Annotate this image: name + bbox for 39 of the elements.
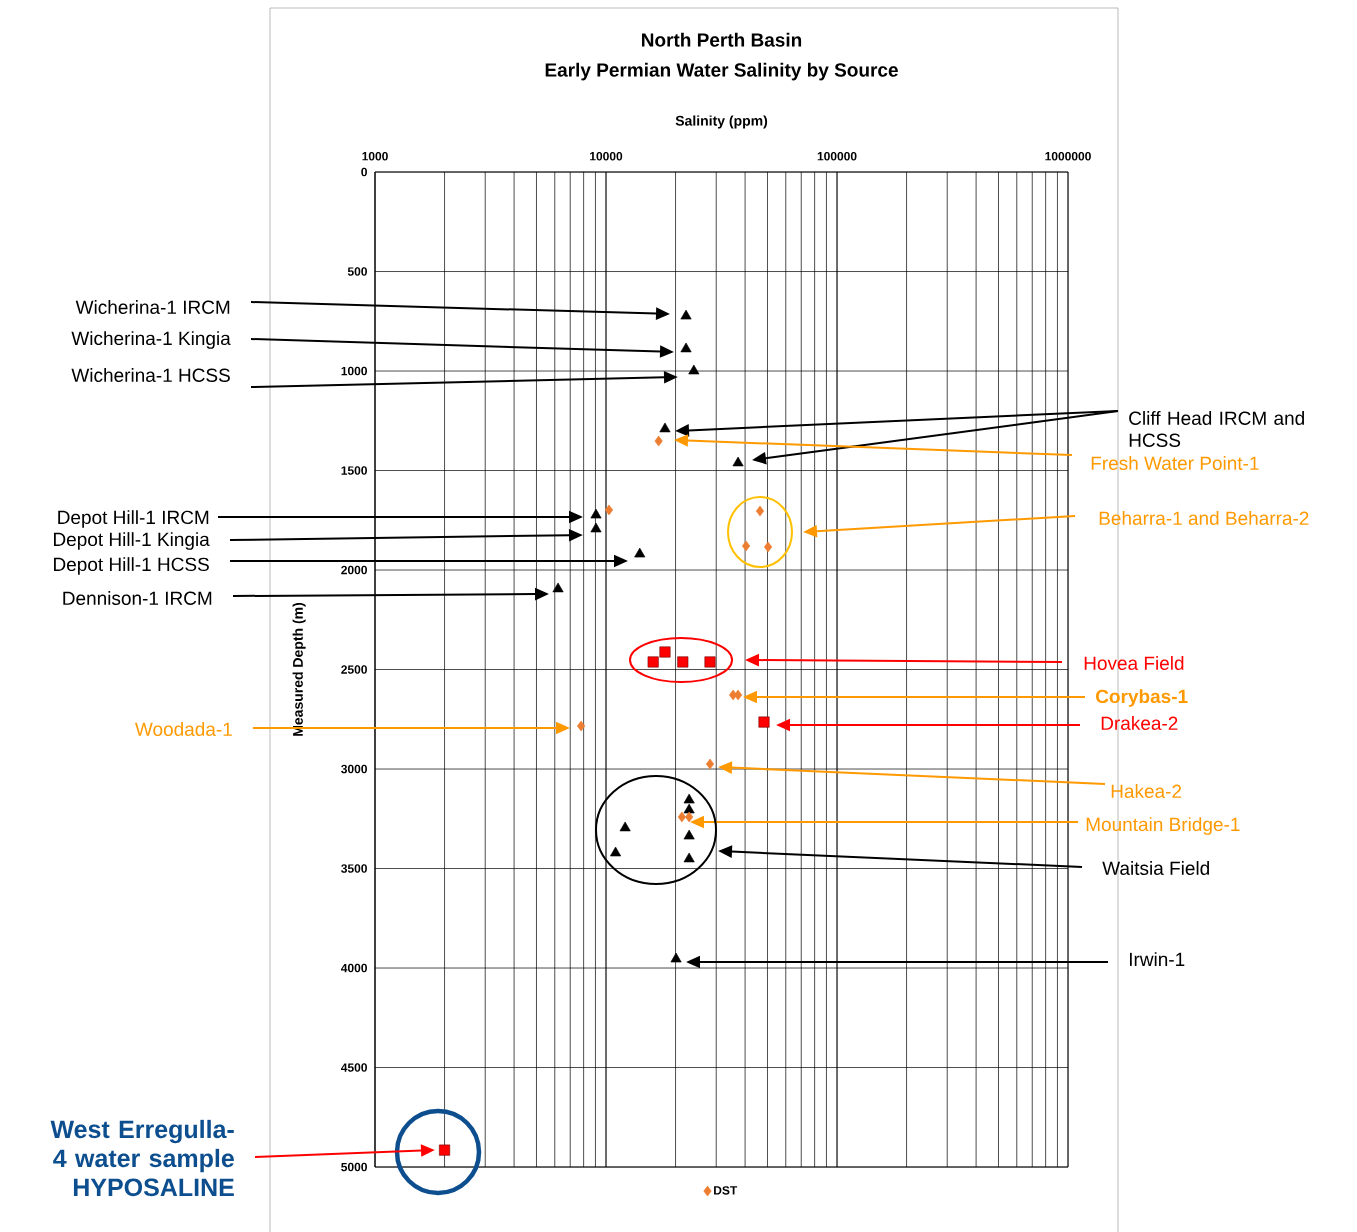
text: Wicherina-1 HCSS [71, 368, 230, 382]
text: Corybas-1 [1096, 689, 1188, 707]
y-tick-label: 3000 [341, 764, 367, 774]
text: Fresh Water Point-1 [1091, 456, 1259, 470]
chart-subtitle: Early Permian Water Salinity by Source [545, 62, 898, 81]
x-tick-label: 1000000 [1045, 151, 1091, 161]
text: Irwin-1 [1129, 952, 1185, 966]
text: Dennison-1 IRCM [63, 591, 212, 605]
text: Beharra-1 and Beharra-2 [1099, 511, 1309, 525]
y-tick-label: 4500 [340, 1063, 367, 1072]
text: Depot Hill-1 HCSS [54, 557, 209, 575]
text: Cliff Head IRCM and HCSS [1129, 411, 1304, 447]
y-axis-title: Measured Depth (m) [292, 602, 306, 736]
text: Drakea-2 [1101, 716, 1178, 730]
y-tick-label: 3500 [341, 864, 367, 873]
text: Depot Hill-1 Kingia [54, 532, 210, 550]
y-tick-label: 4000 [340, 963, 367, 973]
text: Wicherina-1 IRCM [75, 300, 230, 314]
y-tick-label: 5000 [341, 1162, 367, 1172]
text: Hakea-2 [1111, 784, 1182, 798]
y-tick-label: 2500 [341, 665, 367, 674]
y-tick-label: 500 [347, 267, 367, 276]
x-tick-label: 100000 [817, 151, 857, 161]
text: Wicherina-1 Kingia [71, 331, 231, 349]
y-tick-label: 2000 [341, 565, 367, 575]
text: Waitsia Field [1102, 861, 1209, 875]
x-tick-label: 1000 [362, 151, 388, 161]
text: Depot Hill-1 IRCM [58, 510, 209, 528]
chart-title: North Perth Basin [642, 32, 802, 47]
text: Mountain Bridge-1 [1086, 817, 1240, 835]
y-tick-label: 1000 [341, 366, 367, 376]
x-axis-title: Salinity (ppm) [675, 115, 768, 129]
y-tick-label: 0 [361, 167, 367, 177]
legend-label: DST [714, 1186, 738, 1195]
x-tick-label: 10000 [590, 151, 623, 161]
text: West Erregulla-4 water sample HYPOSALINE [50, 1119, 234, 1197]
y-tick-label: 1500 [341, 466, 367, 475]
text: Woodada-1 [135, 722, 232, 736]
text: Hovea Field [1084, 656, 1184, 670]
